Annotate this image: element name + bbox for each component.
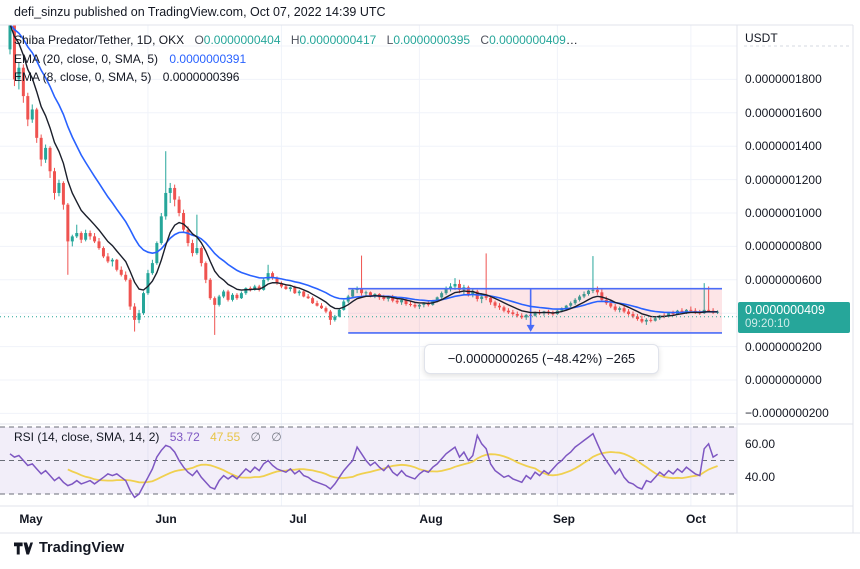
- rsi-legend[interactable]: RSI (14, close, SMA, 14, 2) 53.72 47.55 …: [14, 430, 282, 444]
- ohlc-low-label: L: [386, 33, 394, 47]
- attribution-text: defi_sinzu published on TradingView.com,…: [14, 5, 386, 19]
- time-axis-label-oct[interactable]: Oct: [685, 512, 707, 526]
- rsi-title: RSI (14, close, SMA, 14, 2): [14, 430, 160, 444]
- symbol-legend[interactable]: Shiba Predator/Tether, 1D, OKX O0.000000…: [14, 33, 578, 47]
- last-price-value: 0.0000000409: [745, 303, 825, 317]
- rsi-axis-tick: 60.00: [745, 437, 776, 451]
- time-axis-label-jul[interactable]: Jul: [289, 512, 307, 526]
- ohlc-close-value: 0.0000000409: [489, 33, 566, 47]
- price-axis-tick: 0.0000000600: [745, 273, 822, 287]
- tradingview-logo-icon: [14, 541, 33, 555]
- tradingview-brand-text: TradingView: [39, 540, 125, 556]
- price-axis-currency-label[interactable]: USDT: [745, 31, 778, 45]
- rsi-ma-value: 47.55: [210, 430, 241, 444]
- ema8-label: EMA (8, close, 0, SMA, 5): [14, 70, 152, 84]
- price-axis-tick: 0.0000000000: [745, 373, 822, 387]
- ohlc-close-label: C: [480, 33, 490, 47]
- time-axis-label-jun[interactable]: Jun: [155, 512, 177, 526]
- ohlc-high-value: 0.0000000417: [299, 33, 377, 47]
- price-axis-tick: 0.0000001200: [745, 173, 822, 187]
- ohlc-low-value: 0.0000000395: [393, 33, 471, 47]
- ohlc-high-label: H: [290, 33, 300, 47]
- price-axis-tick: 0.0000001400: [745, 139, 822, 153]
- price-axis-tick: 0.0000000800: [745, 239, 822, 253]
- ema20-legend[interactable]: EMA (20, close, 0, SMA, 5) 0.0000000391: [14, 52, 246, 66]
- rsi-value: 53.72: [169, 430, 200, 444]
- bar-countdown: 09:20:10: [745, 318, 790, 330]
- last-price-badge: 0.0000000409 09:20:10: [738, 302, 850, 333]
- price-axis-tick: 0.0000001600: [745, 106, 822, 120]
- ohlc-open-value: 0.0000000404: [203, 33, 281, 47]
- rsi-axis-tick: 40.00: [745, 470, 776, 484]
- rsi-band-empty-value: ∅: [250, 430, 261, 444]
- price-range-tooltip: −0.0000000265 (−48.42%) −265: [424, 344, 659, 374]
- ohlc-open-label: O: [194, 33, 204, 47]
- time-axis-label-aug[interactable]: Aug: [419, 512, 443, 526]
- time-axis-label-may[interactable]: May: [19, 512, 43, 526]
- price-axis-tick: −0.0000000200: [745, 406, 829, 420]
- price-axis-tick: 0.0000001000: [745, 206, 822, 220]
- legend-ellipsis: …: [565, 33, 578, 47]
- price-axis-tick: 0.0000000200: [745, 340, 822, 354]
- ema20-label: EMA (20, close, 0, SMA, 5): [14, 52, 159, 66]
- ema20-value: 0.0000000391: [169, 52, 247, 66]
- price-axis-tick: 0.0000001800: [745, 72, 822, 86]
- ema8-value: 0.0000000396: [162, 70, 240, 84]
- time-axis-label-sep[interactable]: Sep: [552, 512, 576, 526]
- tradingview-footer-link[interactable]: TradingView: [14, 540, 124, 556]
- ema8-legend[interactable]: EMA (8, close, 0, SMA, 5) 0.0000000396: [14, 70, 239, 84]
- rsi-band-empty-value: ∅: [271, 430, 282, 444]
- symbol-title: Shiba Predator/Tether, 1D, OKX: [14, 33, 185, 47]
